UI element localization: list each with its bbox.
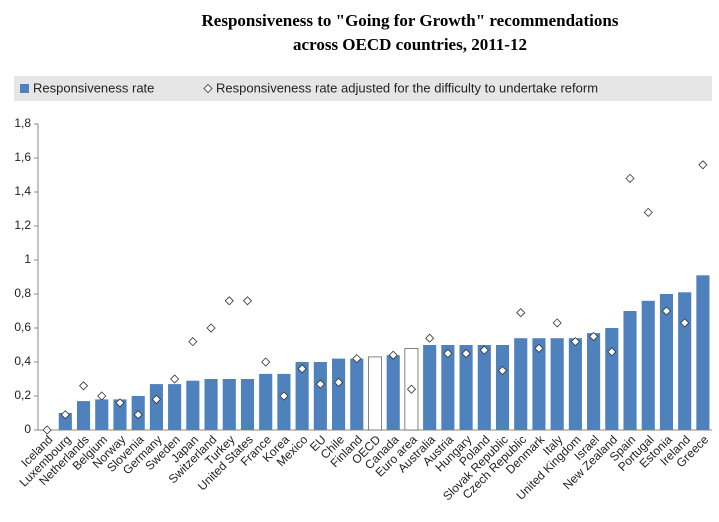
bar [459,345,473,430]
bar [514,338,528,430]
bar [587,333,601,430]
bar [113,399,127,430]
marker [625,173,635,183]
marker [115,398,125,408]
y-tick-label: 1,6 [14,150,31,164]
marker [461,348,471,359]
bar [423,345,437,430]
marker [133,410,143,420]
bar [277,373,291,430]
bar [332,358,346,430]
y-tick-label: 1 [24,252,31,266]
bar [58,413,72,430]
marker [334,377,344,387]
marker [589,331,599,342]
marker [60,410,70,420]
bar [678,292,692,430]
marker [570,337,580,347]
marker [224,296,234,306]
y-tick-label: 0,4 [14,354,31,368]
bar [386,355,400,430]
marker [315,379,325,389]
marker [534,343,544,353]
bar [259,373,273,430]
marker [242,296,253,306]
bar [550,338,564,430]
marker [607,347,617,357]
marker [279,391,289,401]
marker [479,345,489,355]
y-tick-label: 1,4 [14,184,31,198]
bar [532,338,546,430]
marker [388,350,398,360]
marker [406,384,416,394]
marker [206,323,216,333]
marker [352,354,362,364]
bar [605,328,619,430]
marker [680,318,690,328]
bar [659,294,674,430]
marker [42,425,52,435]
bar [76,401,91,430]
bar [623,311,637,430]
bar [240,379,255,430]
marker [188,337,198,347]
bar [313,362,327,430]
marker [552,318,562,328]
marker [261,357,271,367]
legend-swatch [20,84,29,93]
marker [78,381,89,391]
y-tick-label: 1,8 [14,116,31,130]
legend-label: Responsiveness rate adjusted for the dif… [216,80,598,95]
chart-title: across OECD countries, 2011-12 [293,35,527,54]
bar [641,300,655,430]
bar [441,345,455,430]
bar [295,362,309,430]
y-tick-label: 0,6 [14,320,31,334]
legend-box [14,76,712,101]
legend-swatch [203,83,213,94]
marker [661,306,672,316]
chart-title: Responsiveness to "Going for Growth" rec… [202,11,619,30]
bar [186,380,200,430]
legend-label: Responsiveness rate [33,80,154,95]
bar [568,338,582,430]
marker [425,333,435,343]
y-tick-label: 0,8 [14,286,31,300]
bar [168,384,182,430]
marker [516,308,526,318]
marker [151,394,161,404]
bar [95,399,109,430]
y-tick-label: 0 [24,422,31,436]
y-tick-label: 0,2 [14,388,31,402]
marker [643,207,653,217]
marker [497,365,508,376]
bar [368,356,382,431]
bar [495,345,510,430]
bar [204,379,218,430]
bar [696,275,710,430]
bar [477,345,491,430]
bar [350,358,364,430]
marker [97,391,107,401]
marker [443,348,453,359]
bar [149,384,163,430]
bar [222,379,236,430]
y-tick-label: 1,2 [14,218,31,232]
marker [297,364,307,374]
marker [170,374,180,384]
marker [698,160,708,170]
